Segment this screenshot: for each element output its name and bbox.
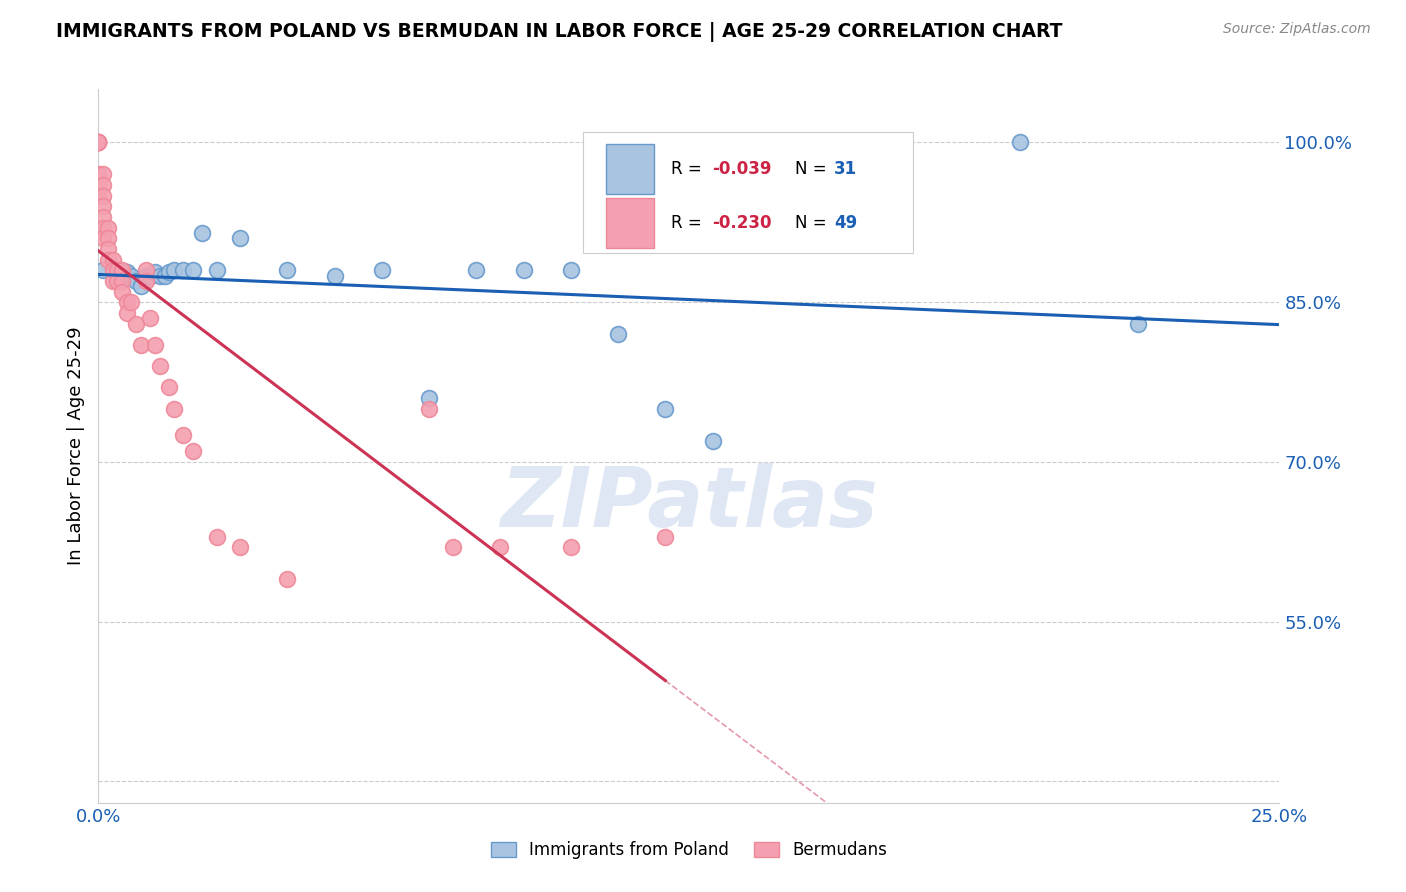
Point: [205, 263, 228, 277]
Point: [418, 391, 440, 405]
Point: [91, 168, 114, 182]
Point: [91, 199, 114, 213]
Point: [121, 295, 143, 310]
Point: [97, 220, 120, 235]
Point: [101, 252, 124, 267]
Text: -0.230: -0.230: [713, 214, 772, 232]
Point: [163, 263, 186, 277]
Text: 49: 49: [834, 214, 858, 232]
Point: [97, 252, 120, 267]
Point: [91, 263, 114, 277]
Point: [87, 136, 110, 150]
Point: [135, 268, 157, 283]
Point: [111, 285, 134, 299]
Point: [163, 401, 186, 416]
Text: R =: R =: [671, 161, 707, 178]
Point: [87, 168, 110, 182]
Text: 31: 31: [834, 161, 858, 178]
Text: N =: N =: [796, 161, 832, 178]
Point: [111, 263, 134, 277]
Point: [139, 311, 162, 326]
Point: [441, 540, 464, 554]
FancyBboxPatch shape: [582, 132, 914, 253]
Point: [87, 188, 110, 202]
Point: [157, 265, 180, 279]
Text: N =: N =: [796, 214, 832, 232]
FancyBboxPatch shape: [606, 145, 654, 194]
Point: [87, 136, 110, 150]
Point: [489, 540, 512, 554]
Point: [129, 338, 152, 352]
Point: [101, 274, 124, 288]
Point: [97, 242, 120, 256]
Point: [129, 279, 152, 293]
Text: ZIPatlas: ZIPatlas: [501, 463, 877, 543]
Point: [115, 265, 138, 279]
Point: [560, 540, 582, 554]
Point: [229, 540, 252, 554]
FancyBboxPatch shape: [606, 198, 654, 248]
Text: R =: R =: [671, 214, 707, 232]
Point: [149, 268, 172, 283]
Point: [607, 327, 630, 342]
Point: [323, 268, 346, 283]
Point: [191, 226, 214, 240]
Point: [125, 317, 148, 331]
Point: [135, 274, 157, 288]
Point: [125, 274, 148, 288]
Point: [111, 268, 134, 283]
Text: Source: ZipAtlas.com: Source: ZipAtlas.com: [1223, 22, 1371, 37]
Point: [91, 188, 114, 202]
Point: [371, 263, 394, 277]
Point: [149, 359, 172, 373]
Point: [229, 231, 252, 245]
Point: [512, 263, 534, 277]
Point: [97, 231, 120, 245]
Point: [654, 529, 676, 543]
Point: [654, 401, 676, 416]
Point: [157, 380, 180, 394]
Point: [702, 434, 724, 448]
Point: [87, 136, 110, 150]
Legend: Immigrants from Poland, Bermudans: Immigrants from Poland, Bermudans: [484, 835, 894, 866]
Text: -0.039: -0.039: [713, 161, 772, 178]
Point: [91, 220, 114, 235]
Point: [139, 268, 162, 283]
Point: [143, 265, 166, 279]
Point: [465, 263, 488, 277]
Point: [135, 263, 157, 277]
Point: [87, 178, 110, 192]
Point: [276, 263, 298, 277]
Point: [91, 210, 114, 224]
Point: [143, 338, 166, 352]
Point: [91, 231, 114, 245]
Point: [205, 529, 228, 543]
Point: [121, 268, 143, 283]
Point: [105, 268, 128, 283]
Text: IMMIGRANTS FROM POLAND VS BERMUDAN IN LABOR FORCE | AGE 25-29 CORRELATION CHART: IMMIGRANTS FROM POLAND VS BERMUDAN IN LA…: [56, 22, 1063, 42]
Point: [276, 572, 298, 586]
Point: [105, 274, 128, 288]
Point: [101, 263, 124, 277]
Point: [172, 263, 194, 277]
Point: [153, 268, 176, 283]
Point: [115, 295, 138, 310]
Point: [172, 428, 194, 442]
Point: [181, 263, 204, 277]
Point: [1126, 317, 1149, 331]
Point: [181, 444, 204, 458]
Point: [105, 263, 128, 277]
Point: [418, 401, 440, 416]
Point: [560, 263, 582, 277]
Point: [115, 306, 138, 320]
Point: [1008, 136, 1031, 150]
Point: [91, 178, 114, 192]
Point: [87, 136, 110, 150]
Y-axis label: In Labor Force | Age 25-29: In Labor Force | Age 25-29: [66, 326, 84, 566]
Point: [87, 136, 110, 150]
Point: [111, 274, 134, 288]
